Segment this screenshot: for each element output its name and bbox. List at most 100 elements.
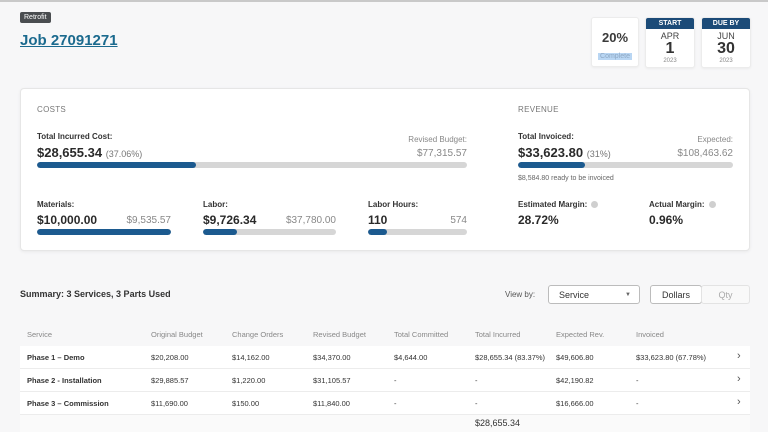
total-invoiced-percent: (31%) — [586, 149, 611, 159]
table-row[interactable]: Phase 3 – Commission $11,690.00 $150.00 … — [20, 392, 750, 415]
labor-label: Labor: — [203, 200, 228, 209]
actual-margin-value: 0.96% — [649, 213, 684, 227]
start-day: 1 — [665, 40, 675, 57]
estimated-margin-value: 28.72% — [518, 213, 559, 227]
ready-to-invoice-amount: $8,584.80 — [518, 175, 550, 182]
cell-invoiced: $33,623.80 (67.78%) — [636, 353, 707, 362]
cell-revised-budget: $31,105.57 — [313, 376, 351, 385]
progress-label: Complete — [598, 53, 632, 60]
due-date-header: DUE BY — [702, 18, 750, 29]
cell-original-budget: $11,690.00 — [151, 399, 188, 408]
cell-total-incurred: - — [475, 399, 478, 408]
total-incurred-amount: $28,655.34 — [37, 145, 103, 160]
column-header-total-committed: Total Committed — [394, 330, 449, 339]
expected-value: $108,463.62 — [677, 148, 733, 159]
labor-value: $9,726.34 — [203, 213, 257, 227]
view-by-label: View by: — [505, 290, 536, 299]
progress-card: 20% Complete — [591, 17, 639, 67]
column-header-service: Service — [27, 330, 53, 339]
labor-hours-progress-bar — [368, 229, 467, 235]
column-header-invoiced: Invoiced — [636, 330, 664, 339]
total-invoiced-label: Total Invoiced: — [518, 132, 574, 141]
total-invoiced-amount: $33,623.80 — [518, 145, 584, 160]
summary-title: Summary: 3 Services, 3 Parts Used — [20, 289, 171, 299]
actual-margin-label-text: Actual Margin: — [649, 200, 705, 209]
cell-original-budget: $29,885.57 — [151, 376, 189, 385]
total-incurred-label: Total Incurred Cost: — [37, 132, 113, 141]
financial-overview-panel: COSTS Total Incurred Cost: $28,655.34 (3… — [20, 88, 750, 251]
cell-total-incurred: - — [475, 376, 478, 385]
estimated-margin-info-icon[interactable] — [591, 201, 599, 209]
cell-total-committed: - — [394, 376, 397, 385]
materials-label: Materials: — [37, 200, 75, 209]
cell-invoiced: - — [636, 376, 639, 385]
due-year: 2023 — [719, 58, 733, 64]
materials-budget: $9,535.57 — [126, 215, 172, 226]
job-title-link[interactable]: Job 27091271 — [20, 32, 118, 49]
actual-margin-info-icon[interactable] — [708, 201, 716, 209]
due-date-card: DUE BY JUN 30 2023 — [701, 17, 751, 68]
labor-hours-value: 110 — [368, 213, 388, 227]
cell-expected-rev: $16,666.00 — [556, 399, 594, 408]
cell-service: Phase 3 – Commission — [27, 399, 109, 408]
estimated-margin-label: Estimated Margin: — [518, 200, 599, 209]
column-header-original-budget: Original Budget — [151, 330, 203, 339]
qty-toggle-button[interactable]: Qty — [701, 285, 750, 304]
cell-total-committed: $4,644.00 — [394, 353, 428, 362]
cell-service: Phase 2 - Installation — [27, 376, 102, 385]
revised-budget-value: $77,315.57 — [416, 148, 467, 159]
table-row[interactable]: Phase 1 – Demo $20,208.00 $14,162.00 $34… — [20, 346, 750, 369]
cell-change-orders: $14,162.00 — [232, 353, 270, 362]
total-incurred-progress-fill — [37, 162, 197, 168]
labor-hours-label: Labor Hours: — [368, 200, 419, 209]
cell-total-incurred: $28,655.34 (83.37%) — [475, 353, 546, 362]
materials-progress-bar — [37, 229, 171, 235]
progress-percent: 20% — [601, 30, 629, 45]
chevron-right-icon[interactable]: › — [737, 373, 741, 385]
table-header: Service Original Budget Change Orders Re… — [20, 324, 750, 346]
total-incurred-percent: (37.06%) — [105, 149, 143, 159]
footer-total-incurred: $28,655.34 — [475, 418, 521, 428]
due-day: 30 — [717, 40, 735, 57]
view-by-select[interactable]: Service ▼ — [548, 285, 640, 304]
column-header-change-orders: Change Orders — [232, 330, 284, 339]
labor-hours-progress-fill — [368, 229, 387, 235]
table-footer-totals: $28,655.34 — [20, 415, 750, 432]
column-header-expected-rev: Expected Rev. — [556, 330, 605, 339]
ready-to-invoice-text: ready to be invoiced — [551, 175, 614, 182]
total-invoiced-value: $33,623.80 (31%) — [518, 145, 611, 160]
total-incurred-value: $28,655.34 (37.06%) — [37, 145, 142, 160]
due-month: JUN — [717, 31, 735, 41]
chevron-right-icon[interactable]: › — [737, 350, 741, 362]
revised-budget-label: Revised Budget: — [408, 135, 467, 144]
chevron-right-icon[interactable]: › — [737, 396, 741, 408]
cell-service: Phase 1 – Demo — [27, 353, 85, 362]
start-date-header: START — [646, 18, 694, 29]
labor-progress-bar — [203, 229, 336, 235]
cell-revised-budget: $11,840.00 — [313, 399, 350, 408]
ready-to-invoice-note: $8,584.80 ready to be invoiced — [518, 175, 614, 182]
cell-change-orders: $1,220.00 — [232, 376, 266, 385]
revenue-section-title: REVENUE — [518, 105, 559, 114]
costs-section-title: COSTS — [37, 105, 67, 114]
materials-value: $10,000.00 — [37, 213, 98, 227]
total-invoiced-progress-fill — [518, 162, 585, 168]
table-row[interactable]: Phase 2 - Installation $29,885.57 $1,220… — [20, 369, 750, 392]
cell-expected-rev: $49,606.80 — [556, 353, 594, 362]
labor-budget: $37,780.00 — [285, 215, 336, 226]
services-table: Service Original Budget Change Orders Re… — [20, 324, 750, 432]
cell-total-committed: - — [394, 399, 397, 408]
cell-expected-rev: $42,190.82 — [556, 376, 594, 385]
dollars-toggle-button[interactable]: Dollars — [650, 285, 702, 304]
expected-label: Expected: — [697, 135, 733, 144]
total-incurred-progress-bar — [37, 162, 467, 168]
labor-hours-budget: 574 — [450, 215, 467, 226]
chevron-down-icon: ▼ — [625, 292, 631, 298]
materials-progress-fill — [37, 229, 171, 235]
total-invoiced-progress-bar — [518, 162, 733, 168]
cell-invoiced: - — [636, 399, 639, 408]
cell-change-orders: $150.00 — [232, 399, 260, 408]
job-type-tag: Retrofit — [20, 12, 51, 23]
view-by-selected-value: Service — [559, 290, 590, 300]
column-header-revised-budget: Revised Budget — [313, 330, 366, 339]
